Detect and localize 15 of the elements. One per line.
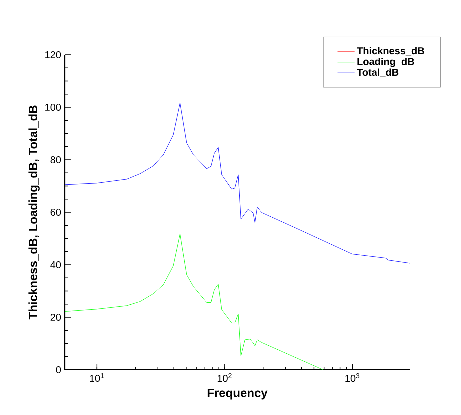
x-axis-title: Frequency bbox=[208, 389, 268, 400]
y-tick-label: 100 bbox=[46, 104, 62, 112]
y-tick-label: 40 bbox=[50, 261, 62, 269]
x-tick-label: 10$^{3}$ bbox=[346, 374, 360, 382]
legend-label: Thickness_dB bbox=[357, 47, 424, 56]
legend-label: Total_dB bbox=[357, 68, 399, 78]
y-axis-title: Thickness_dB, Loading_dB, Total_dB bbox=[28, 106, 40, 320]
x-tick-label: 10$^{2}$ bbox=[218, 374, 232, 382]
y-tick-label: 0 bbox=[56, 366, 62, 374]
y-tick-label: 20 bbox=[50, 314, 62, 322]
y-tick-label: 120 bbox=[46, 51, 62, 59]
y-tick-label: 80 bbox=[50, 156, 62, 164]
x-tick-label: 10$^{1}$ bbox=[90, 374, 104, 382]
legend-label: Loading_dB bbox=[358, 58, 414, 68]
y-tick-label: 60 bbox=[50, 208, 62, 216]
